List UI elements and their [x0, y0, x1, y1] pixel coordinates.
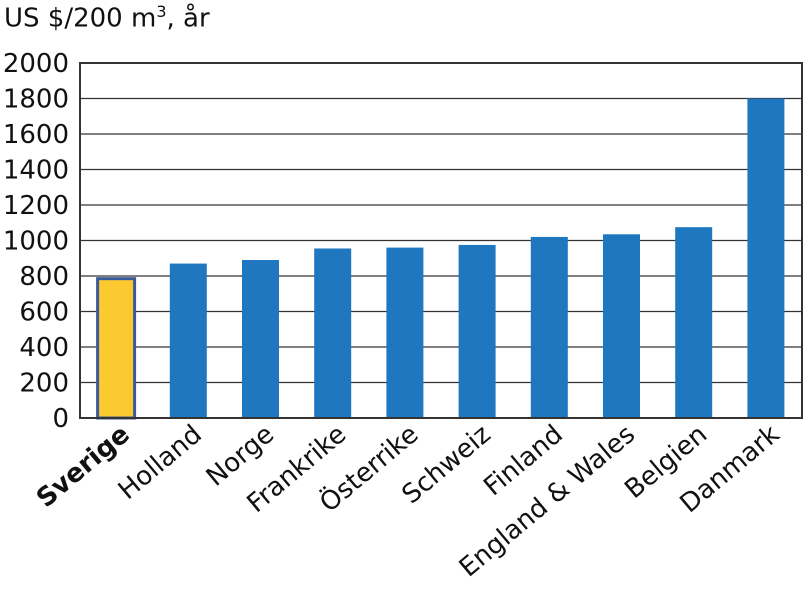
y-tick-label: 800 [19, 262, 69, 292]
bar-finland [530, 236, 568, 418]
x-tick-label: Sverige [31, 419, 136, 514]
bar-sverige [96, 277, 137, 420]
y-tick-label: 1200 [3, 191, 69, 221]
x-tick-labels: SverigeHollandNorgeFrankrikeÖsterrikeSch… [31, 418, 785, 583]
bar-holland [169, 263, 207, 418]
bar-frankrike [314, 248, 352, 418]
y-axis-label: US $/200 m3, år [4, 2, 210, 34]
bars [96, 98, 785, 420]
y-tick-label: 1000 [3, 227, 69, 257]
y-tick-label: 400 [19, 333, 69, 363]
y-tick-label: 1800 [3, 85, 69, 115]
plot-frame [79, 62, 803, 419]
y-tick-label: 200 [19, 369, 69, 399]
bar-schweiz [458, 244, 496, 418]
bar-danmark [747, 98, 785, 418]
bar-belgien [675, 227, 713, 418]
y-tick-label: 2000 [3, 49, 69, 79]
y-tick-label: 1600 [3, 120, 69, 150]
bar-england-wales [603, 234, 640, 418]
bar-norge [242, 260, 279, 418]
y-tick-label: 0 [52, 404, 69, 434]
bar--sterrike [386, 247, 424, 418]
y-tick-label: 1400 [3, 156, 69, 186]
y-tick-label: 600 [19, 298, 69, 328]
y-tick-labels: 0 200 400 600 800 1000 1200 1400 1600 1800 2000 [3, 49, 69, 434]
